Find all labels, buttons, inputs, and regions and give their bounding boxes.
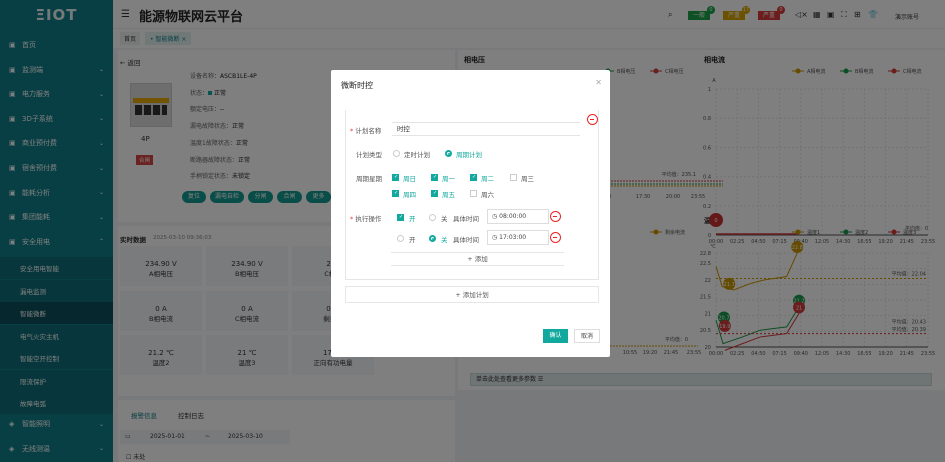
add-operation-button[interactable]: + 添加 — [391, 252, 564, 266]
op-open-label[interactable]: 开 — [409, 236, 416, 244]
weekday-label[interactable]: 周一 — [442, 175, 455, 183]
add-plan-button[interactable]: + 添加计划 — [345, 286, 599, 303]
timer-dialog: 微断时控 ✕ * 计划名称 时控 计划类型 定时计划 周期计划 周期星期 周日周… — [331, 70, 610, 357]
op-open-label[interactable]: 开 — [409, 215, 416, 223]
weekday-checkbox[interactable] — [470, 190, 477, 197]
weekday-checkbox[interactable] — [392, 174, 399, 181]
dialog-title: 微断时控 — [341, 81, 373, 90]
cancel-button[interactable]: 取消 — [574, 329, 600, 343]
weekday-checkbox[interactable] — [510, 174, 517, 181]
weekday-label[interactable]: 周日 — [403, 175, 416, 183]
op-close-label[interactable]: 关 — [441, 236, 448, 244]
radio-periodic-label[interactable]: 周期计划 — [456, 151, 482, 159]
plan-type-label: 计划类型 — [356, 151, 382, 159]
radio-timed-label[interactable]: 定时计划 — [404, 151, 430, 159]
op-close-label[interactable]: 关 — [441, 215, 448, 223]
weekday-label[interactable]: 周四 — [403, 191, 416, 199]
clock-icon: ◷ — [492, 234, 500, 241]
week-label: 周期星期 — [356, 175, 382, 183]
weekday-label[interactable]: 周三 — [521, 175, 534, 183]
radio-timed[interactable] — [393, 150, 400, 157]
time-picker[interactable]: ◷ 08:00:00 — [487, 209, 549, 224]
plan-card: * 计划名称 时控 计划类型 定时计划 周期计划 周期星期 周日 周一 周二 周三周四… — [345, 110, 599, 280]
clock-icon: ◷ — [492, 213, 500, 220]
time-picker[interactable]: ◷ 17:03:00 — [487, 230, 549, 245]
time-label: 具体时间 — [453, 236, 479, 244]
exec-label: * 执行操作 — [350, 215, 382, 223]
op-open-radio[interactable] — [397, 214, 404, 221]
weekday-label[interactable]: 周五 — [442, 191, 455, 199]
weekday-checkbox[interactable] — [431, 190, 438, 197]
op-open-radio[interactable] — [397, 235, 404, 242]
remove-plan-icon[interactable] — [587, 114, 598, 125]
weekday-checkbox[interactable] — [431, 174, 438, 181]
weekday-checkbox[interactable] — [392, 190, 399, 197]
plan-name-input[interactable]: 时控 — [392, 122, 580, 136]
plan-name-label: * 计划名称 — [350, 127, 382, 135]
weekday-label[interactable]: 周二 — [481, 175, 494, 183]
remove-operation-icon[interactable] — [550, 211, 561, 222]
weekday-checkbox[interactable] — [470, 174, 477, 181]
time-label: 具体时间 — [453, 215, 479, 223]
op-close-radio[interactable] — [429, 235, 436, 242]
close-icon[interactable]: ✕ — [595, 78, 602, 87]
op-close-radio[interactable] — [429, 214, 436, 221]
radio-periodic[interactable] — [445, 150, 452, 157]
weekday-label[interactable]: 周六 — [481, 191, 494, 199]
confirm-button[interactable]: 确认 — [543, 329, 568, 343]
remove-operation-icon[interactable] — [550, 232, 561, 243]
